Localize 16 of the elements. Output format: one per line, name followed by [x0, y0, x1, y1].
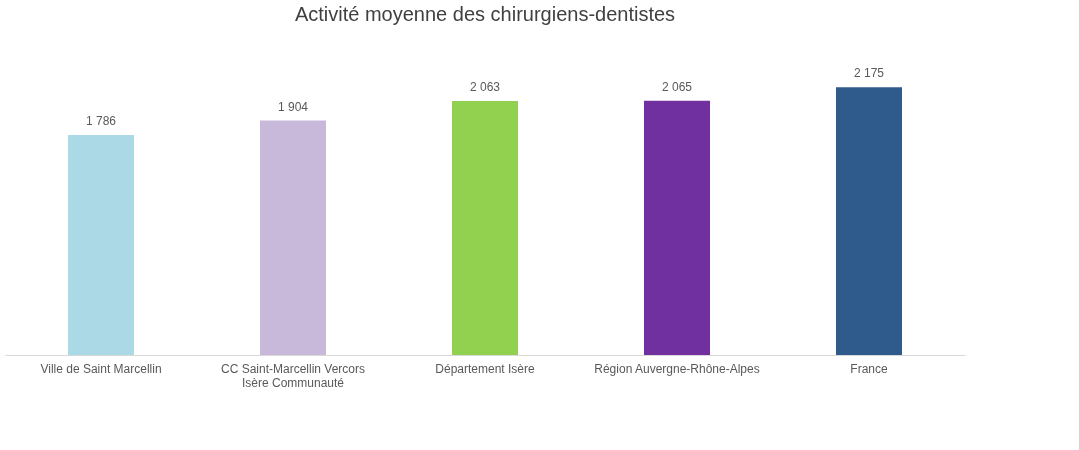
data-label: 2 065	[661, 79, 693, 94]
data-label: 1 786	[85, 114, 117, 129]
x-tick-label: Ville de Saint Marcellin	[40, 361, 162, 376]
x-tick-label: France	[850, 361, 888, 376]
bar	[452, 100, 518, 355]
x-tick-label: Département Isère	[435, 361, 536, 376]
bar	[644, 100, 710, 355]
x-tick-label: Région Auvergne-Rhône-Alpes	[594, 361, 760, 376]
bar	[260, 120, 326, 355]
x-tick-label: CC Saint-Marcellin Vercors Isère Communauté	[220, 361, 366, 390]
bar	[68, 135, 134, 355]
bar	[836, 87, 902, 355]
data-label: 2 063	[469, 79, 501, 94]
chart-title: Activité moyenne des chirurgiens-dentistes	[294, 3, 676, 25]
data-label: 1 904	[277, 99, 309, 114]
data-label: 2 175	[853, 66, 885, 81]
